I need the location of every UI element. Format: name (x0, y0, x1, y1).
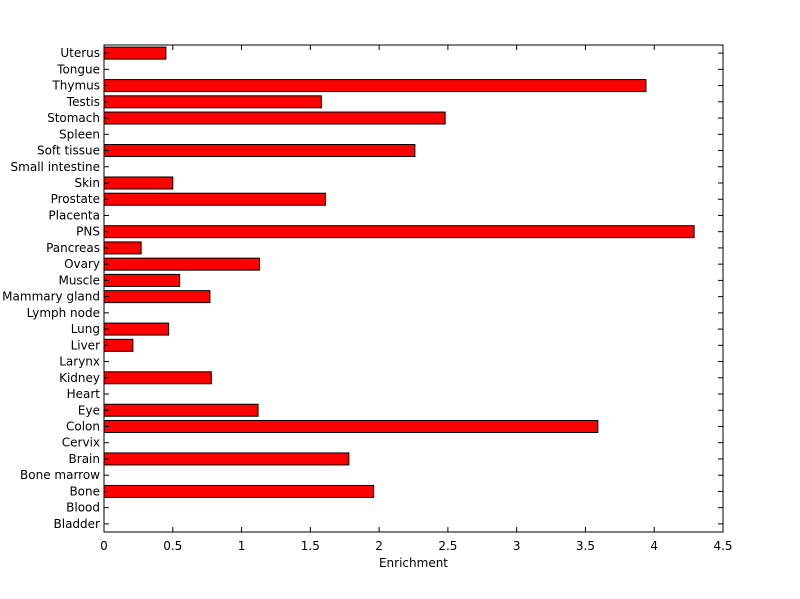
x-tick-label: 1 (238, 539, 246, 553)
y-tick-label: Bone (69, 484, 100, 498)
y-axis: Bladder Blood Bone Bone marrow Brain Cervix Co… (2, 46, 723, 531)
y-tick-label: Colon (66, 419, 100, 433)
plot-area-frame (103, 44, 724, 533)
bar-colon (103, 419, 599, 433)
bar-stomach (103, 111, 446, 125)
y-tick-label: Lung (71, 322, 100, 336)
y-tick-label: Uterus (60, 46, 100, 60)
x-tick-label: 4.5 (713, 539, 732, 553)
y-tick-label: Stomach (47, 111, 100, 125)
bar-ovary (103, 257, 260, 271)
bar-kidney (103, 371, 212, 385)
x-tick-label: 1.5 (301, 539, 320, 553)
bar-bone (103, 484, 375, 498)
bar-brain (103, 452, 350, 466)
y-tick-label: Brain (69, 452, 100, 466)
bar-soft-tissue (103, 144, 416, 158)
y-tick-label: Skin (74, 176, 100, 190)
y-tick-label: Spleen (59, 127, 100, 141)
y-tick-label: Blood (66, 501, 100, 515)
x-tick-label: 2.5 (438, 539, 457, 553)
x-tick-label: 3.5 (576, 539, 595, 553)
bar-skin (103, 176, 174, 190)
x-axis-label: Enrichment (379, 556, 448, 570)
bar-prostate (103, 192, 326, 206)
y-tick-label: Mammary gland (2, 290, 100, 304)
y-tick-label: Bladder (54, 517, 101, 531)
y-tick-label: Placenta (48, 208, 100, 222)
bar-thymus (103, 79, 647, 93)
x-tick-label: 4 (650, 539, 658, 553)
y-tick-label: Muscle (58, 273, 100, 287)
y-tick-label: PNS (76, 225, 100, 239)
x-axis: 0 0.5 1 1.5 2 2.5 3 3.5 4 4.5 (100, 45, 733, 553)
y-tick-label: Testis (66, 95, 100, 109)
y-tick-label: Thymus (51, 79, 100, 93)
x-tick-label: 3 (513, 539, 521, 553)
y-tick-label: Tongue (56, 62, 100, 76)
y-tick-label: Prostate (51, 192, 100, 206)
bar-pancreas (103, 241, 142, 255)
y-tick-label: Heart (67, 387, 101, 401)
x-tick-label: 0.5 (163, 539, 182, 553)
y-tick-label: Cervix (62, 436, 100, 450)
x-tick-label: 2 (375, 539, 383, 553)
y-tick-label: Ovary (64, 257, 100, 271)
y-tick-label: Liver (71, 338, 101, 352)
bar-testis (103, 95, 322, 109)
bar-pns (103, 225, 695, 239)
y-tick-label: Eye (78, 403, 100, 417)
y-tick-label: Lymph node (27, 306, 100, 320)
y-tick-label: Kidney (59, 371, 100, 385)
bar-eye (103, 403, 259, 417)
bar-muscle (103, 273, 181, 287)
y-tick-label: Pancreas (46, 241, 100, 255)
bar-mammary-gland (103, 290, 211, 304)
bar-uterus (103, 46, 167, 60)
x-tick-label: 0 (100, 539, 108, 553)
y-tick-label: Larynx (59, 355, 100, 369)
y-tick-label: Bone marrow (20, 468, 100, 482)
y-tick-label: Soft tissue (37, 144, 100, 158)
y-tick-label: Small intestine (11, 160, 100, 174)
bar-lung (103, 322, 170, 336)
